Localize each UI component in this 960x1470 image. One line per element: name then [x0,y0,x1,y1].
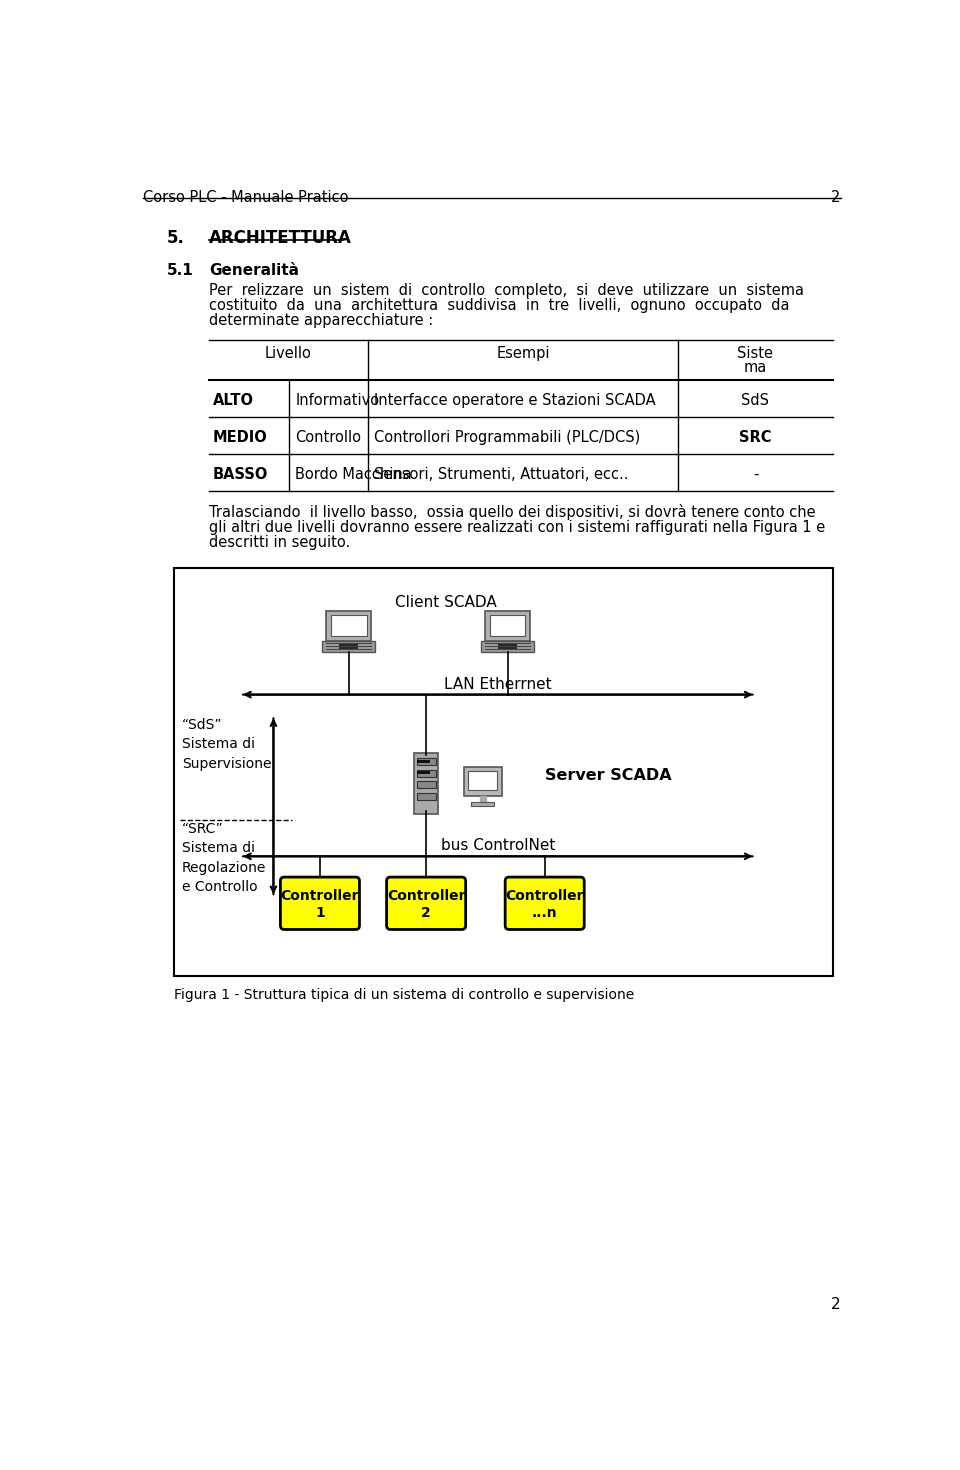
Text: “SRC”
Sistema di
Regolazione
e Controllo: “SRC” Sistema di Regolazione e Controllo [182,822,266,894]
Text: MEDIO: MEDIO [213,429,268,445]
FancyBboxPatch shape [418,772,430,775]
Text: determinate apparecchiature :: determinate apparecchiature : [209,313,433,328]
Polygon shape [480,797,486,803]
FancyBboxPatch shape [175,567,833,976]
Text: Figura 1 - Struttura tipica di un sistema di controllo e supervisione: Figura 1 - Struttura tipica di un sistem… [175,988,635,1003]
Text: SRC: SRC [739,429,772,445]
Text: Livello: Livello [265,345,312,360]
Text: “SdS”
Sistema di
Supervisione: “SdS” Sistema di Supervisione [182,717,272,770]
Text: 2: 2 [831,1297,841,1311]
FancyBboxPatch shape [498,642,516,650]
FancyBboxPatch shape [471,803,494,806]
FancyBboxPatch shape [414,753,438,814]
Text: ARCHITETTURA: ARCHITETTURA [209,229,352,247]
FancyBboxPatch shape [464,767,502,797]
Text: Informativo: Informativo [295,392,379,407]
Text: Controller
1: Controller 1 [280,889,359,920]
Text: Siste: Siste [737,345,774,360]
FancyBboxPatch shape [468,770,497,789]
Text: Per  relizzare  un  sistem  di  controllo  completo,  si  deve  utilizzare  un  : Per relizzare un sistem di controllo com… [209,282,804,297]
FancyBboxPatch shape [417,759,436,764]
Text: Controllori Programmabili (PLC/DCS): Controllori Programmabili (PLC/DCS) [374,429,640,445]
FancyBboxPatch shape [326,610,372,641]
Text: costituito  da  una  architettura  suddivisa  in  tre  livelli,  ognuno  occupat: costituito da una architettura suddivisa… [209,298,790,313]
FancyBboxPatch shape [481,641,534,653]
FancyBboxPatch shape [280,878,359,929]
FancyBboxPatch shape [505,878,585,929]
Text: bus ControlNet: bus ControlNet [441,838,555,853]
FancyBboxPatch shape [418,760,430,763]
Text: 5.1: 5.1 [166,263,193,278]
FancyBboxPatch shape [417,792,436,800]
FancyBboxPatch shape [417,770,436,776]
Text: Esempi: Esempi [496,345,550,360]
FancyBboxPatch shape [490,616,525,637]
Text: Controller
2: Controller 2 [387,889,466,920]
Text: -: - [753,466,758,482]
Text: Server SCADA: Server SCADA [544,767,671,784]
Text: gli altri due livelli dovranno essere realizzati con i sistemi raffigurati nella: gli altri due livelli dovranno essere re… [209,520,826,535]
Text: Controller
...n: Controller ...n [506,889,584,920]
FancyBboxPatch shape [417,781,436,788]
FancyBboxPatch shape [323,641,375,653]
Text: 2: 2 [831,190,841,206]
Text: BASSO: BASSO [213,466,269,482]
Text: Controllo: Controllo [295,429,361,445]
Text: ma: ma [744,360,767,375]
Text: Generalità: Generalità [209,263,300,278]
Text: Corso PLC - Manuale Pratico: Corso PLC - Manuale Pratico [143,190,348,206]
FancyBboxPatch shape [485,610,530,641]
Text: SdS: SdS [741,392,770,407]
Text: Tralasciando  il livello basso,  ossia quello dei dispositivi, si dovrà tenere c: Tralasciando il livello basso, ossia que… [209,504,816,520]
Text: ALTO: ALTO [213,392,254,407]
Text: Bordo Macchina: Bordo Macchina [295,466,412,482]
Text: 5.: 5. [166,229,184,247]
Text: Sensori, Strumenti, Attuatori, ecc..: Sensori, Strumenti, Attuatori, ecc.. [374,466,629,482]
Text: LAN Etherrnet: LAN Etherrnet [444,676,552,691]
FancyBboxPatch shape [339,642,358,650]
Text: Interfacce operatore e Stazioni SCADA: Interfacce operatore e Stazioni SCADA [374,392,656,407]
Text: Client SCADA: Client SCADA [395,594,496,610]
Text: descritti in seguito.: descritti in seguito. [209,535,350,550]
FancyBboxPatch shape [330,616,367,637]
FancyBboxPatch shape [387,878,466,929]
